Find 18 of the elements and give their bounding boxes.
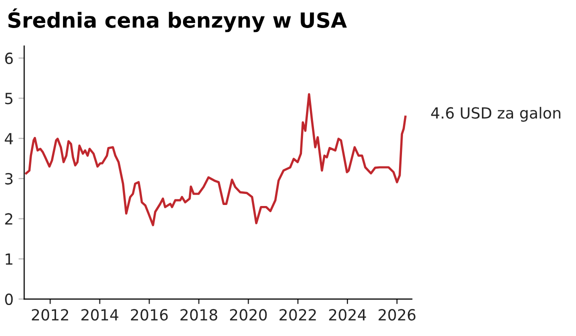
y-tick-label: 1: [6, 254, 12, 265]
y-tick-label: 4: [4, 133, 13, 144]
line-series: [25, 93, 407, 226]
x-tick-label: 2018: [180, 309, 218, 321]
y-tick-label: 2: [5, 213, 12, 225]
x-tick-label: 2012: [32, 309, 68, 321]
y-tick-label: 0: [5, 294, 13, 306]
x-tick-label: 2014: [81, 309, 118, 321]
chart-title: Średnia cena benzyny w USA: [8, 8, 347, 32]
y-tick-label: 6: [5, 52, 13, 64]
x-tick-label: 2022: [280, 309, 316, 321]
x-tick-label: 2016: [130, 309, 168, 321]
annotation: 4.6 USD za galon: [431, 106, 560, 122]
x-tick-label: 2020: [230, 309, 267, 321]
x-tick-label: 2026: [378, 309, 416, 321]
x-tick-label: 2024: [329, 309, 366, 321]
y-tick-label: 5: [5, 92, 12, 104]
y-tick-label: 3: [5, 173, 13, 185]
